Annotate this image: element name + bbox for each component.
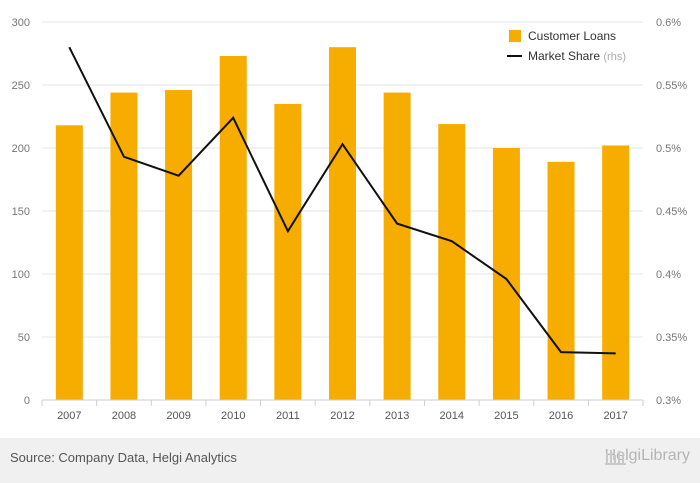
bar-customer-loans — [438, 124, 466, 400]
legend-swatch-customer-loans — [509, 30, 521, 42]
brand-logo: HelgiLibrary — [604, 447, 690, 465]
x-tick-label: 2011 — [276, 410, 300, 422]
x-tick-label: 2009 — [166, 410, 190, 422]
bar-customer-loans — [219, 56, 247, 401]
x-axis: 2007 2008 2009 2010 2011 2012 2013 2014 2015 2016… — [41, 399, 644, 422]
legend-label-market-share-text: Market Share — [528, 49, 603, 63]
market-share-line-group — [68, 46, 616, 355]
y-axis-right: 0.3% 0.35% 0.4% 0.45% 0.5% 0.55% 0.6% — [656, 17, 687, 407]
bar-customer-loans — [55, 125, 83, 400]
legend: Customer Loans Market Share (rhs) — [507, 29, 626, 63]
legend-label-customer-loans: Customer Loans — [528, 29, 616, 43]
bar-customer-loans — [547, 161, 575, 400]
y-right-tick-label: 0.6% — [656, 17, 681, 29]
source-text: Source: Company Data, Helgi Analytics — [10, 450, 237, 465]
bar-customer-loans — [492, 148, 520, 400]
bar-customer-loans — [602, 145, 630, 400]
x-tick-label: 2012 — [330, 410, 354, 422]
y-right-tick-label: 0.4% — [656, 269, 681, 281]
library-icon — [604, 450, 626, 465]
legend-rhs-note: (rhs) — [603, 51, 626, 63]
y-right-tick-label: 0.3% — [656, 395, 681, 407]
y-left-tick-label: 100 — [12, 269, 30, 281]
bar-customer-loans — [274, 103, 302, 401]
bar-customer-loans — [329, 47, 356, 400]
bar-customer-loans — [110, 92, 138, 400]
bars — [55, 47, 630, 401]
y-right-tick-label: 0.45% — [656, 206, 687, 218]
bar-customer-loans — [383, 92, 411, 400]
x-tick-label: 2010 — [221, 410, 245, 422]
combo-chart: 2007 2008 2009 2010 2011 2012 2013 2014 2015 2016… — [12, 17, 688, 422]
y-right-tick-label: 0.35% — [656, 332, 687, 344]
y-axis-left: 0 50 100 150 200 250 300 — [12, 17, 30, 407]
market-share-line — [68, 46, 616, 355]
y-left-tick-label: 250 — [12, 80, 30, 92]
y-right-tick-label: 0.55% — [656, 80, 687, 92]
footer-bar — [0, 438, 700, 483]
x-tick-label: 2008 — [112, 410, 136, 422]
x-tick-label: 2007 — [57, 410, 81, 422]
x-tick-label: 2016 — [549, 410, 573, 422]
y-left-tick-label: 50 — [18, 332, 30, 344]
bar-customer-loans — [165, 90, 193, 400]
x-tick-label: 2015 — [494, 410, 518, 422]
y-left-tick-label: 200 — [12, 143, 30, 155]
x-tick-label: 2014 — [440, 410, 464, 422]
y-left-tick-label: 0 — [24, 395, 30, 407]
x-tick-label: 2013 — [385, 410, 409, 422]
x-tick-label: 2017 — [603, 410, 627, 422]
legend-label-market-share: Market Share (rhs) — [528, 49, 626, 63]
y-left-tick-label: 150 — [12, 206, 30, 218]
y-right-tick-label: 0.5% — [656, 143, 681, 155]
brand-name: HelgiLibrary — [604, 447, 690, 464]
y-left-tick-label: 300 — [12, 17, 30, 29]
